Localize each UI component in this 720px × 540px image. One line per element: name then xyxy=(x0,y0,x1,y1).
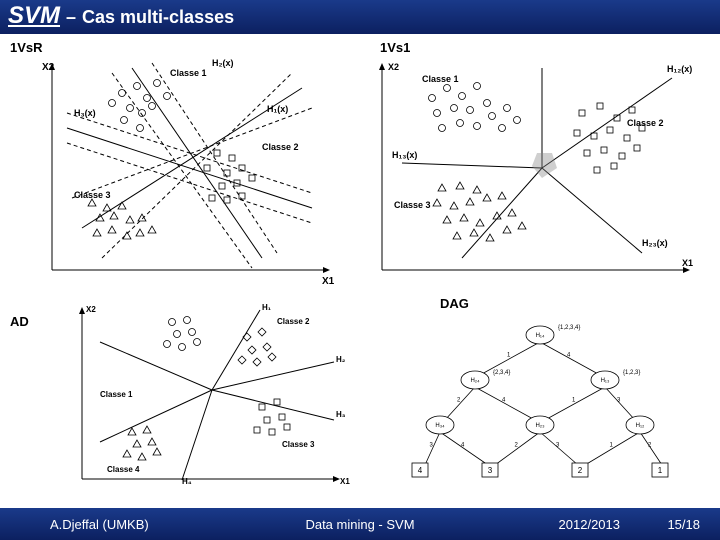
svg-text:H₂: H₂ xyxy=(336,355,346,364)
svg-text:1: 1 xyxy=(507,353,511,359)
svg-text:4: 4 xyxy=(567,353,571,359)
diagram-dag: 1 4 2 4 1 3 3 4 2 3 1 2 H₁₄ {1,2,3,4} H₂₄ {2,3,4} H₁₃ {1,… xyxy=(400,320,710,495)
svg-text:2: 2 xyxy=(578,466,583,475)
svg-text:Classe 1: Classe 1 xyxy=(100,390,133,399)
svg-text:H₂₄: H₂₄ xyxy=(470,378,480,384)
svg-text:{1,2,3}: {1,2,3} xyxy=(623,370,640,376)
svg-text:3: 3 xyxy=(488,466,493,475)
svg-text:H₂₃(x): H₂₃(x) xyxy=(642,238,668,248)
svg-text:H₃(x): H₃(x) xyxy=(74,108,96,118)
title-bar: SVM – Cas multi-classes xyxy=(0,0,720,34)
footer-title: Data mining - SVM xyxy=(305,517,414,532)
svg-text:{2,3,4}: {2,3,4} xyxy=(493,370,510,376)
svg-text:H₁: H₁ xyxy=(262,303,272,312)
svg-text:Classe 1: Classe 1 xyxy=(170,68,207,78)
svg-text:H₄: H₄ xyxy=(182,477,192,486)
svg-text:H₁₂(x): H₁₂(x) xyxy=(667,64,692,74)
svg-text:2: 2 xyxy=(515,443,519,449)
svg-text:Classe 2: Classe 2 xyxy=(627,118,664,128)
svg-text:Classe 1: Classe 1 xyxy=(422,74,459,84)
svg-text:Classe 2: Classe 2 xyxy=(262,142,299,152)
svg-text:X2: X2 xyxy=(86,305,96,314)
svg-text:1: 1 xyxy=(572,398,576,404)
svg-text:Classe 3: Classe 3 xyxy=(282,440,315,449)
svg-text:{1,2,3,4}: {1,2,3,4} xyxy=(558,325,580,331)
svg-text:4: 4 xyxy=(502,398,506,404)
svg-text:X2: X2 xyxy=(42,62,55,73)
svg-text:H₂₃: H₂₃ xyxy=(535,423,545,429)
svg-text:4: 4 xyxy=(418,466,423,475)
svg-text:3: 3 xyxy=(617,398,621,404)
svg-text:4: 4 xyxy=(461,443,465,449)
svg-text:H₁₃: H₁₃ xyxy=(601,378,610,384)
svg-text:H₁₃(x): H₁₃(x) xyxy=(392,150,417,160)
svg-text:H₃₄: H₃₄ xyxy=(435,423,445,429)
diagram-ad: X2 X1 Classe 1 Classe 2 Classe 3 Classe 4 H₁ H₂… xyxy=(70,302,350,497)
title-sep: – xyxy=(66,7,76,28)
svg-text:Classe 2: Classe 2 xyxy=(277,317,310,326)
svg-text:H₁₂: H₁₂ xyxy=(636,423,645,429)
diagram-1vs1: X2 X1 Classe 1 Classe 2 Classe 3 H₁₂(x) H₁₃(x)… xyxy=(370,58,700,288)
svg-text:H₂(x): H₂(x) xyxy=(212,58,234,68)
svg-text:H₃: H₃ xyxy=(336,410,346,419)
svg-text:1: 1 xyxy=(658,466,663,475)
svg-text:H₁(x): H₁(x) xyxy=(267,104,288,114)
svg-text:2: 2 xyxy=(648,443,652,449)
svg-text:X1: X1 xyxy=(340,477,350,486)
label-ad: AD xyxy=(10,314,29,329)
svg-text:3: 3 xyxy=(556,443,560,449)
footer: A.Djeffal (UMKB) Data mining - SVM 2012/… xyxy=(0,508,720,540)
svg-text:X1: X1 xyxy=(322,276,335,287)
label-dag: DAG xyxy=(440,296,469,311)
title-main: SVM xyxy=(8,2,60,30)
diagram-1vsr: X2 X1 Classe 1 Classe 2 Classe 3 H₁(x) H₂(x) H₃… xyxy=(40,58,340,288)
svg-text:Classe 4: Classe 4 xyxy=(107,465,140,474)
footer-author: A.Djeffal (UMKB) xyxy=(50,517,149,532)
label-1vsr: 1VsR xyxy=(10,40,43,55)
svg-text:X1: X1 xyxy=(682,258,693,268)
content: 1VsR 1Vs1 AD DAG X2 X1 Classe 1 Classe 2 Cla… xyxy=(0,34,720,508)
svg-text:H₁₄: H₁₄ xyxy=(536,333,545,339)
label-1vs1: 1Vs1 xyxy=(380,40,410,55)
svg-text:Classe 3: Classe 3 xyxy=(74,190,111,200)
svg-text:1: 1 xyxy=(610,443,614,449)
svg-text:Classe 3: Classe 3 xyxy=(394,200,431,210)
footer-page: 15/18 xyxy=(667,517,700,532)
footer-year: 2012/2013 xyxy=(559,517,620,532)
svg-text:X2: X2 xyxy=(388,62,399,72)
title-sub: Cas multi-classes xyxy=(82,7,234,28)
